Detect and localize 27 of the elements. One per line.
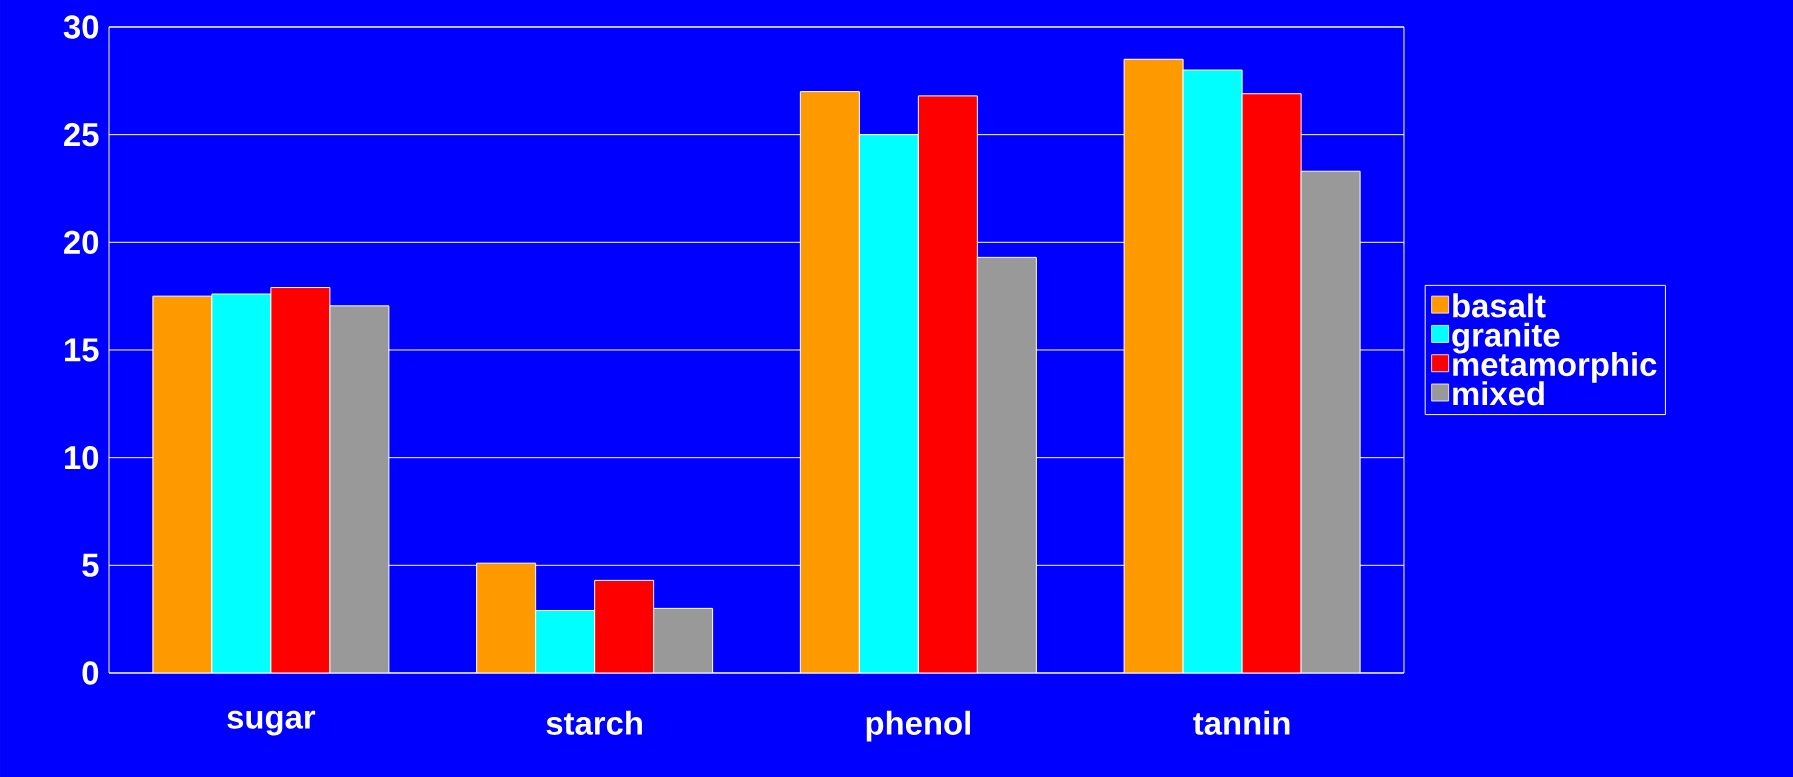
bar xyxy=(653,607,714,673)
y-tick-label: 0 xyxy=(82,661,99,685)
x-tick-label: tannin xyxy=(1193,710,1290,735)
bar xyxy=(858,134,919,673)
bar xyxy=(211,293,272,673)
bar xyxy=(1123,58,1184,673)
bar xyxy=(799,91,860,673)
bar xyxy=(976,256,1037,673)
y-tick-label: 25 xyxy=(64,123,99,147)
y-tick-label: 30 xyxy=(63,15,99,39)
legend-label: metamorphic xyxy=(1453,351,1657,383)
y-tick-label: 15 xyxy=(65,338,99,362)
legend-label: mixed xyxy=(1453,381,1544,406)
y-tick-label: 5 xyxy=(82,553,99,577)
bar xyxy=(152,295,213,673)
bar xyxy=(1300,170,1361,673)
bar xyxy=(535,610,596,673)
bar xyxy=(329,305,390,673)
x-tick-label: starch xyxy=(546,710,642,735)
legend-label: basalt xyxy=(1453,293,1546,318)
y-tick-label: 10 xyxy=(65,446,99,470)
bar xyxy=(476,562,537,673)
x-tick-label: sugar xyxy=(227,710,316,736)
y-tick-label: 20 xyxy=(64,230,99,254)
bar xyxy=(1182,69,1243,673)
legend-label: granite xyxy=(1452,322,1560,354)
x-tick-label: phenol xyxy=(866,710,970,742)
